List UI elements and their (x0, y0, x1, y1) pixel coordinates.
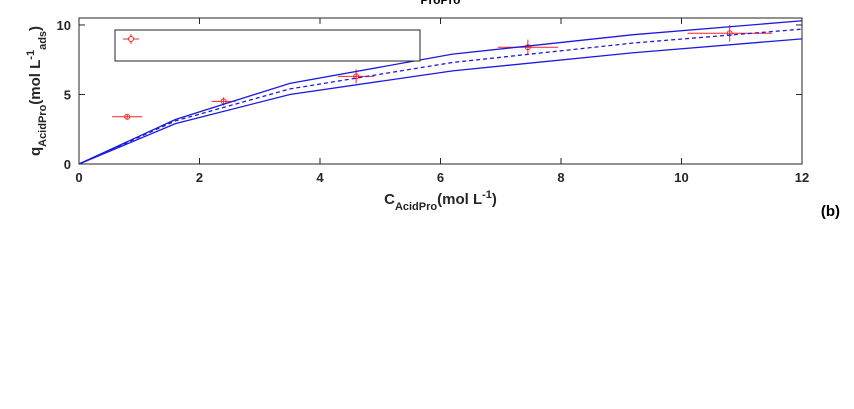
label-part: (mol L (27, 60, 44, 105)
x-axis-label: CAcidPro(mol L-1) (384, 189, 497, 213)
chart-title: ProPro (420, 0, 460, 7)
label-part: AcidPro (37, 104, 49, 146)
x-tick-label: 2 (196, 170, 203, 185)
label-part: AcidPro (395, 201, 437, 213)
label-part: -1 (25, 50, 37, 60)
y-axis-label: qAcidPro(mol L-1ads) (25, 26, 49, 156)
curve (78, 28, 803, 165)
axes-box (78, 17, 803, 165)
x-tick-label: 10 (674, 170, 688, 185)
legend-box (114, 29, 421, 62)
x-tick-label: 12 (795, 170, 809, 185)
label-part: ) (27, 26, 44, 31)
panel-label: (b) (821, 203, 840, 220)
x-tick-label: 8 (557, 170, 564, 185)
y-tick-label: 0 (64, 157, 71, 172)
y-tick-label: 10 (57, 18, 71, 33)
y-tick-label: 5 (64, 87, 71, 102)
label-part: (mol L (437, 191, 482, 208)
label-part: -1 (482, 189, 492, 201)
label-part: ) (492, 191, 497, 208)
data-point (353, 73, 360, 80)
label-part: ads (37, 31, 49, 50)
data-point (124, 113, 131, 120)
legend-symbol (128, 36, 134, 42)
curve (78, 38, 803, 165)
label-part: q (27, 147, 44, 156)
data-point (524, 44, 531, 51)
data-point (726, 30, 733, 37)
curve (78, 20, 803, 165)
label-part: C (384, 191, 395, 208)
x-tick-label: 0 (75, 170, 82, 185)
x-tick-label: 4 (316, 170, 324, 185)
x-tick-label: 6 (437, 170, 444, 185)
